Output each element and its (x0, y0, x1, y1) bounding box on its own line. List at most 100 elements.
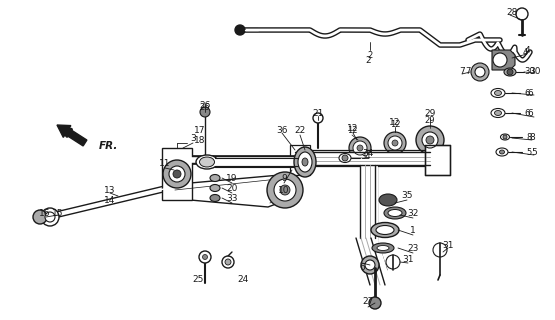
Polygon shape (425, 145, 450, 175)
Text: 6: 6 (359, 263, 365, 273)
Text: 17: 17 (194, 125, 206, 134)
Text: 11: 11 (159, 158, 171, 167)
Circle shape (369, 297, 381, 309)
Text: 33: 33 (226, 194, 238, 203)
Text: FR.: FR. (99, 141, 118, 151)
Circle shape (199, 251, 211, 263)
Text: 24: 24 (238, 276, 249, 284)
Ellipse shape (371, 222, 399, 237)
Text: 34: 34 (362, 148, 374, 157)
Circle shape (361, 256, 379, 274)
Text: 26: 26 (199, 100, 211, 109)
Text: 12: 12 (389, 117, 401, 126)
Ellipse shape (339, 154, 351, 163)
Text: 30: 30 (524, 67, 536, 76)
Polygon shape (360, 165, 378, 270)
Text: 2: 2 (367, 51, 372, 60)
Text: 21: 21 (312, 108, 324, 117)
Text: 16: 16 (39, 209, 51, 218)
Polygon shape (295, 152, 430, 165)
Text: 36: 36 (276, 125, 287, 134)
Circle shape (416, 126, 444, 154)
Circle shape (200, 107, 210, 117)
Ellipse shape (384, 207, 406, 219)
Circle shape (386, 255, 400, 269)
Polygon shape (492, 50, 515, 70)
Circle shape (349, 137, 371, 159)
Circle shape (169, 166, 185, 182)
Text: 14: 14 (104, 196, 115, 204)
Circle shape (203, 254, 208, 260)
Ellipse shape (491, 89, 505, 98)
Circle shape (267, 172, 303, 208)
Text: 15: 15 (52, 209, 64, 218)
Ellipse shape (376, 226, 394, 235)
Text: 29: 29 (425, 116, 435, 124)
Text: 3: 3 (190, 133, 196, 142)
Text: 19: 19 (226, 173, 238, 182)
Ellipse shape (372, 243, 394, 253)
Text: 23: 23 (407, 244, 418, 252)
Ellipse shape (377, 245, 389, 251)
Polygon shape (356, 240, 392, 285)
Circle shape (163, 160, 191, 188)
Ellipse shape (388, 210, 402, 217)
Text: 7: 7 (465, 67, 471, 76)
Ellipse shape (210, 185, 220, 191)
FancyArrow shape (57, 125, 87, 146)
Circle shape (516, 8, 528, 20)
Ellipse shape (495, 91, 502, 95)
Text: 6: 6 (527, 108, 533, 117)
Ellipse shape (501, 134, 509, 140)
Polygon shape (168, 175, 292, 207)
Circle shape (280, 185, 290, 195)
Text: 5: 5 (531, 148, 537, 156)
Text: 12: 12 (347, 125, 357, 134)
Circle shape (33, 210, 47, 224)
Ellipse shape (491, 108, 505, 117)
Text: 6: 6 (524, 89, 529, 98)
Text: 34: 34 (361, 151, 371, 161)
Circle shape (392, 140, 398, 146)
Circle shape (493, 53, 507, 67)
Text: 20: 20 (226, 183, 238, 193)
Circle shape (433, 243, 447, 257)
Text: 8: 8 (529, 132, 535, 141)
Circle shape (422, 132, 438, 148)
Circle shape (475, 67, 485, 77)
Ellipse shape (199, 157, 214, 167)
Text: 26: 26 (200, 102, 210, 111)
Text: 5: 5 (526, 148, 532, 156)
Text: 12: 12 (390, 119, 400, 129)
Circle shape (313, 113, 323, 123)
Polygon shape (290, 145, 310, 175)
Circle shape (274, 179, 296, 201)
Text: 12: 12 (347, 124, 359, 132)
Circle shape (357, 145, 363, 151)
Text: 13: 13 (104, 186, 116, 195)
Circle shape (426, 136, 434, 144)
Text: 29: 29 (425, 108, 436, 117)
Ellipse shape (294, 147, 316, 177)
Text: 2: 2 (365, 55, 371, 65)
Text: 31: 31 (402, 255, 413, 265)
Ellipse shape (196, 155, 218, 169)
Text: 6: 6 (524, 108, 529, 117)
Text: 27: 27 (362, 298, 374, 307)
Ellipse shape (302, 158, 308, 166)
Text: 4: 4 (522, 47, 528, 57)
Circle shape (388, 136, 402, 150)
Ellipse shape (496, 148, 508, 156)
Ellipse shape (504, 68, 516, 76)
Text: 7: 7 (459, 67, 465, 76)
Text: 22: 22 (294, 125, 306, 134)
Text: 28: 28 (506, 7, 518, 17)
Circle shape (353, 141, 367, 155)
Ellipse shape (210, 174, 220, 181)
Circle shape (225, 259, 231, 265)
Text: 25: 25 (193, 276, 204, 284)
Circle shape (41, 208, 59, 226)
Text: 31: 31 (442, 241, 454, 250)
Ellipse shape (298, 152, 312, 172)
Circle shape (384, 132, 406, 154)
